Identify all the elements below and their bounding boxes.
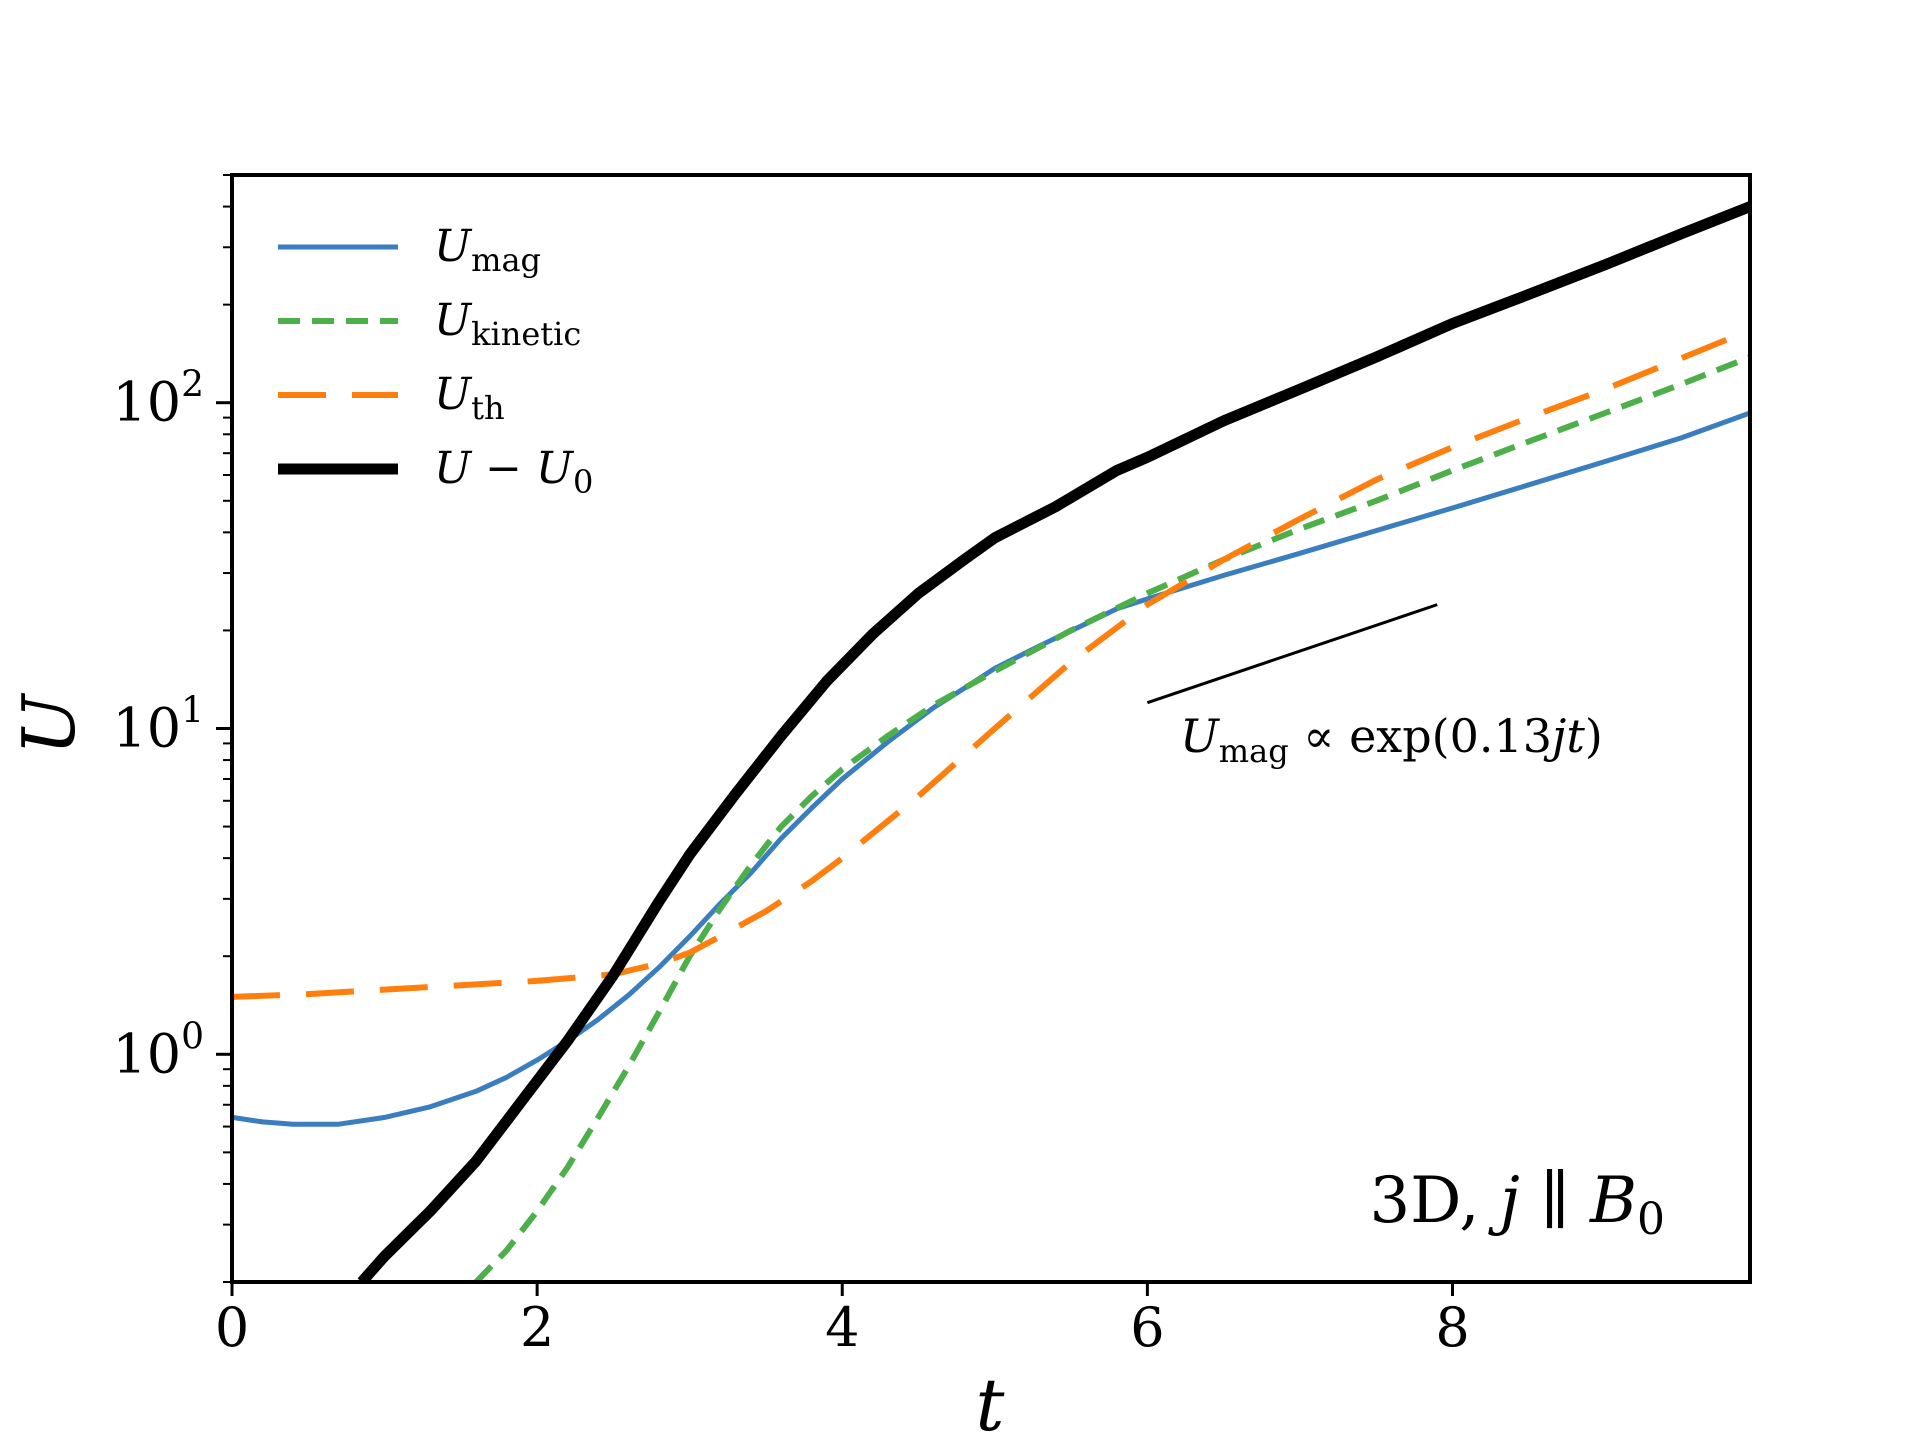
legend-label-0: Umag [434,221,541,279]
series-line-1 [473,354,1750,1282]
legend-label-1: Ukinetic [434,295,581,353]
x-tick-label: 0 [215,1296,249,1359]
y-axis-ticks: 100 101 102 [112,174,232,1283]
y-tick-label: 100 [112,1016,204,1085]
reference-layer [1146,603,1438,705]
series-line-3 [357,201,1750,1282]
series-line-2 [232,327,1750,1000]
y-tick-label: 101 [112,691,204,760]
legend-label-3: U − U0 [434,443,593,501]
corner-annotation: 3D, j ∥ B0 [1369,1164,1665,1245]
x-tick-label: 4 [825,1296,859,1359]
series-layer [232,201,1750,1282]
x-tick-label: 6 [1130,1296,1164,1359]
x-tick-label: 8 [1435,1296,1469,1359]
reference-slope-line [1146,603,1438,705]
legend-label-2: Uth [434,369,505,427]
x-tick-label: 2 [520,1296,554,1359]
x-axis-ticks: 0 2 4 6 8 [215,1282,1470,1359]
series-line-0 [232,410,1750,1127]
y-tick-label: 102 [112,365,204,434]
slope-annotation: Umag ∝ exp(0.13jt) [1180,709,1603,770]
x-axis-label: t [976,1363,1006,1440]
y-axis-label: U [7,692,91,755]
legend: Umag Ukinetic Uth U − U0 [278,221,593,501]
